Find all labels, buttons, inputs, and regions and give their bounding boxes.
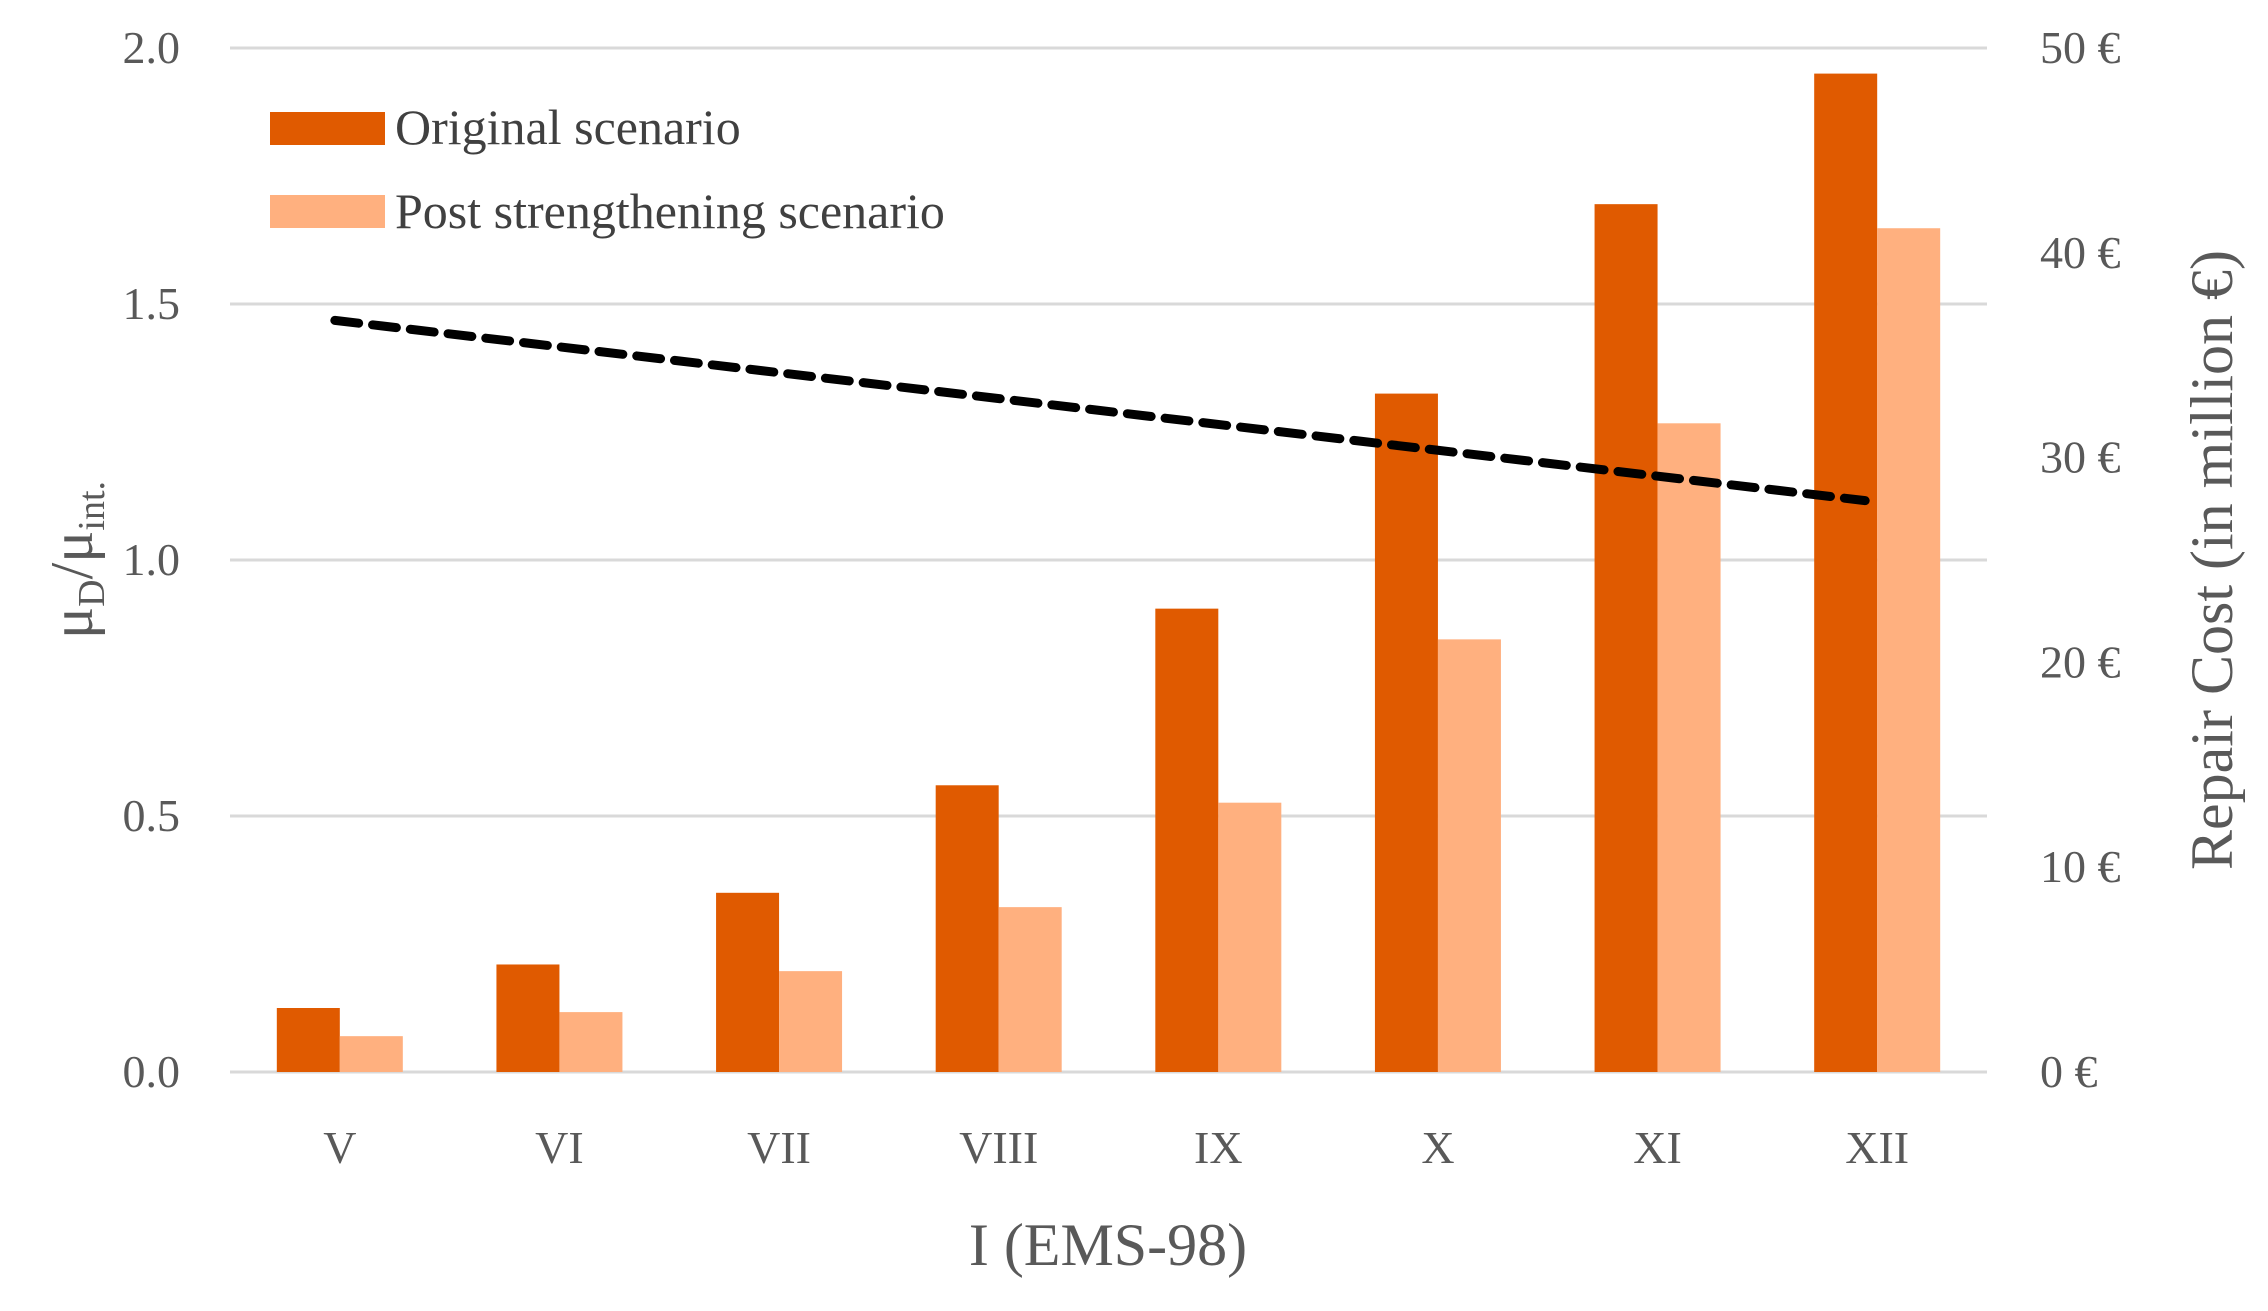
bar-post-strengthening[interactable] bbox=[1437, 639, 1501, 1072]
x-tick-label: IX bbox=[1194, 1122, 1243, 1173]
x-tick-label: VII bbox=[747, 1122, 811, 1173]
legend-swatch-original bbox=[270, 112, 385, 145]
y2-tick-label: 40 € bbox=[2040, 227, 2121, 278]
legend-label-post: Post strengthening scenario bbox=[395, 183, 945, 239]
x-tick-label: VI bbox=[535, 1122, 584, 1173]
y-tick-label: 1.0 bbox=[123, 534, 181, 585]
y-tick-label: 0.5 bbox=[123, 790, 181, 841]
y2-tick-label: 50 € bbox=[2040, 22, 2121, 73]
legend-item-original[interactable]: Original scenario bbox=[270, 99, 741, 155]
bar-post-strengthening[interactable] bbox=[559, 1012, 623, 1072]
bar-post-strengthening[interactable] bbox=[1657, 423, 1721, 1072]
repair-cost-trendline bbox=[330, 315, 1870, 506]
y-axis-title: μD/μint. bbox=[39, 481, 113, 639]
x-axis-title: I (EMS-98) bbox=[969, 1212, 1247, 1278]
y-tick-label: 2.0 bbox=[123, 22, 181, 73]
bar-original[interactable] bbox=[935, 785, 999, 1072]
bar-post-strengthening[interactable] bbox=[339, 1036, 403, 1072]
bar-post-strengthening[interactable] bbox=[998, 907, 1062, 1072]
bar-post-strengthening[interactable] bbox=[1218, 802, 1282, 1072]
bar-original[interactable] bbox=[276, 1008, 340, 1072]
x-axis-ticks: V VI VII VIII IX X XI XII bbox=[323, 1122, 1909, 1173]
bars bbox=[276, 73, 1941, 1073]
x-tick-label: XI bbox=[1633, 1122, 1682, 1173]
x-tick-label: X bbox=[1421, 1122, 1454, 1173]
bar-original[interactable] bbox=[496, 964, 560, 1072]
x-tick-label: V bbox=[323, 1122, 356, 1173]
bar-original[interactable] bbox=[716, 892, 780, 1072]
bar-post-strengthening[interactable] bbox=[1877, 228, 1941, 1072]
legend-label-original: Original scenario bbox=[395, 99, 741, 155]
bar-original[interactable] bbox=[1374, 393, 1438, 1073]
y2-tick-label: 20 € bbox=[2040, 636, 2121, 687]
y-tick-label: 1.5 bbox=[123, 278, 181, 329]
right-axis-ticks: 0 € 10 € 20 € 30 € 40 € 50 € bbox=[2040, 22, 2121, 1097]
bar-original[interactable] bbox=[1814, 73, 1878, 1073]
left-axis-ticks: 0.0 0.5 1.0 1.5 2.0 bbox=[123, 22, 181, 1097]
bar-original[interactable] bbox=[1155, 608, 1219, 1072]
x-tick-label: VIII bbox=[959, 1122, 1038, 1173]
x-tick-label: XII bbox=[1845, 1122, 1909, 1173]
legend: Original scenario Post strengthening sce… bbox=[270, 99, 945, 239]
bar-post-strengthening[interactable] bbox=[779, 971, 843, 1072]
trendline-dashed bbox=[330, 315, 1870, 506]
bar-original[interactable] bbox=[1594, 204, 1658, 1072]
y2-tick-label: 30 € bbox=[2040, 432, 2121, 483]
y2-tick-label: 10 € bbox=[2040, 841, 2121, 892]
y-tick-label: 0.0 bbox=[123, 1046, 181, 1097]
y2-axis-title: Repair Cost (in million €) bbox=[2179, 250, 2245, 870]
legend-item-post[interactable]: Post strengthening scenario bbox=[270, 183, 945, 239]
y2-tick-label: 0 € bbox=[2040, 1046, 2098, 1097]
legend-swatch-post bbox=[270, 195, 385, 228]
